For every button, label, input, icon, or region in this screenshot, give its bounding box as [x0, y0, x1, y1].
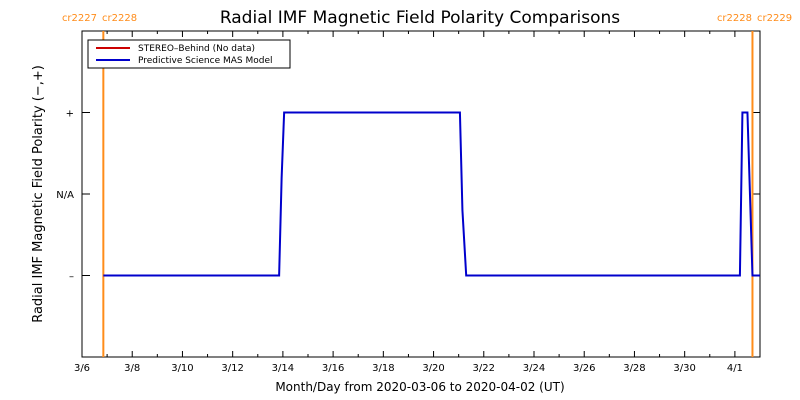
x-tick-label: 3/12	[221, 363, 243, 374]
x-axis-label: Month/Day from 2020-03-06 to 2020-04-02 …	[275, 380, 564, 394]
x-tick-label: 3/28	[623, 363, 645, 374]
series-line-0	[103, 111, 760, 277]
carrington-label-left: cr2227	[62, 13, 97, 24]
carrington-label-left: cr2228	[717, 13, 752, 24]
x-axis: 3/6 3/8 3/10 3/12 3/14 3/16 3/18 3/20 3/22 3/24 3/…	[74, 31, 761, 374]
x-tick-label: 3/20	[422, 363, 444, 374]
x-tick-label: 3/14	[272, 363, 294, 374]
x-tick-label: 3/18	[372, 363, 394, 374]
x-tick-label: 3/24	[523, 363, 545, 374]
y-tick-label: –	[69, 272, 74, 283]
x-tick-label: 3/10	[171, 363, 193, 374]
chart-title: Radial IMF Magnetic Field Polarity Compa…	[220, 8, 620, 28]
x-tick-label: 3/26	[573, 363, 595, 374]
x-tick-label: 3/8	[124, 363, 140, 374]
legend-box	[87, 39, 291, 69]
carrington-label-right: cr2228	[102, 13, 137, 24]
y-tick-label: N/A	[56, 190, 74, 201]
x-tick-label: 3/6	[74, 363, 90, 374]
x-tick-label: 3/16	[322, 363, 344, 374]
x-tick-label: 3/22	[473, 363, 495, 374]
y-axis-label: Radial IMF Magnetic Field Polarity (−,+)	[31, 65, 46, 323]
x-tick-label: 3/30	[673, 363, 695, 374]
x-tick-label: 4/1	[727, 363, 743, 374]
y-tick-label: +	[66, 109, 74, 120]
legend: STEREO–Behind (No data) Predictive Scien…	[87, 39, 291, 69]
carrington-markers: cr2227 cr2228 cr2228 cr2229	[62, 13, 792, 357]
carrington-label-right: cr2229	[757, 13, 792, 24]
legend-label-stereo: STEREO–Behind (No data)	[138, 44, 255, 54]
legend-label-mas-model: Predictive Science MAS Model	[138, 56, 273, 66]
series-layer	[103, 111, 760, 277]
